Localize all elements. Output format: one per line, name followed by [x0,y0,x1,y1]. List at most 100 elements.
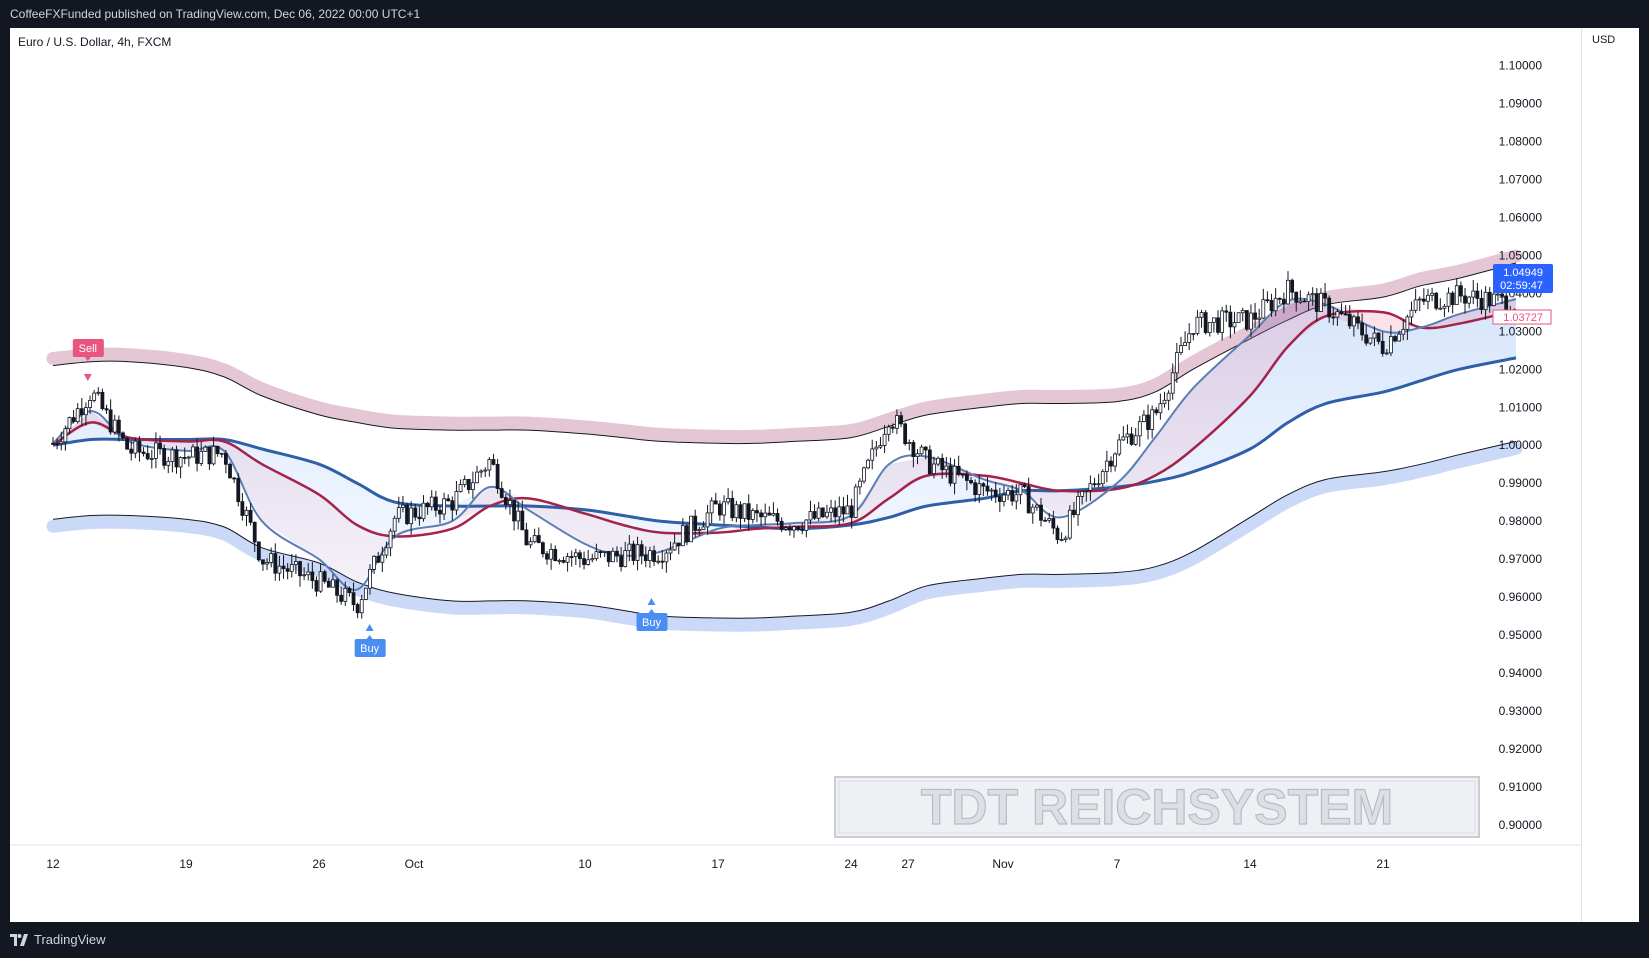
candle-body [281,565,286,570]
candle [137,436,142,462]
candle [1500,292,1504,305]
candle [67,416,72,435]
candle-body [1030,506,1035,514]
candle [1018,484,1023,505]
sell-label-box [72,339,104,357]
price-scale[interactable]: USD [1581,28,1640,922]
candle-body [1269,300,1274,312]
candle-body [1187,333,1192,343]
candle-body [154,442,158,459]
tradingview-logo[interactable]: TradingView [10,932,106,947]
candle-body [129,448,134,454]
candle [586,549,591,566]
candle-body [1459,285,1463,297]
candle [606,550,611,567]
candle-body [837,506,842,518]
candle [520,500,525,531]
candle [1125,424,1130,444]
candle [569,550,574,567]
candle [1240,307,1245,322]
chart-panel[interactable]: Sell Buy Buy TDT REICHSYSTEM 12 19 26 Oct 10 17… [10,28,1639,922]
candle-body [392,517,397,532]
candle [466,478,471,494]
candle [1434,291,1439,311]
candle-body [923,446,928,451]
candle-body [479,470,484,473]
candle [1442,303,1447,317]
candle-body [1343,313,1348,316]
candle [804,519,809,538]
candle [1220,306,1225,341]
candle [1380,331,1385,357]
candle [553,545,558,562]
candle-body [1179,345,1183,353]
candle-body [783,527,788,530]
candle [326,577,331,588]
candle-body [248,509,253,523]
candle [886,424,891,442]
candle [1265,291,1270,303]
candle [1236,312,1241,324]
candle [549,543,554,570]
candle [1207,321,1212,337]
candle-body [853,486,858,518]
candle [680,518,685,547]
candle [1331,306,1336,326]
candle-body [771,513,776,516]
candle-body [1039,504,1043,521]
candle [829,499,833,523]
candle-body [561,560,566,563]
candle [977,474,982,503]
candle-body [606,550,611,563]
candle [639,540,644,565]
candle-body [376,555,381,563]
candle [870,439,875,470]
candle-body [1034,504,1039,508]
candle [314,576,319,597]
candle [1249,304,1253,338]
candle-body [1512,309,1517,314]
candle [487,457,492,477]
candle [1310,287,1315,306]
candle [121,431,125,441]
candle-body [767,512,772,516]
candle-body [1236,312,1241,324]
candle [557,558,562,565]
candle-body [421,502,426,520]
candle [561,556,566,564]
candle-body [67,417,72,430]
candle-body [763,512,768,518]
candle [878,437,883,449]
candle [516,501,521,530]
candle-body [1335,311,1340,318]
buy-label: Buy [360,643,379,655]
price-chart[interactable]: Sell Buy Buy TDT REICHSYSTEM 12 19 26 Oct 10 17… [10,28,1639,922]
time-tick-label: 17 [711,857,725,871]
candle [903,422,908,446]
candle-body [1409,309,1414,318]
candle-body [907,442,912,445]
candle-body [1063,537,1068,540]
candle-body [829,507,833,513]
candle-body [125,437,129,450]
candle [1158,393,1163,420]
candle-body [693,515,698,531]
candle-body [215,445,220,455]
candle-body [1133,435,1138,445]
symbol-info[interactable]: Euro / U.S. Dollar, 4h, FXCM [18,35,172,49]
candle [269,547,274,568]
candle-body [429,496,434,508]
candle-body [1096,483,1101,486]
candle [734,500,739,523]
candle-body [339,594,344,602]
candle [862,466,866,484]
candle [845,494,850,515]
candle [343,581,348,606]
candle [503,494,508,510]
candle-body [993,489,998,498]
candle-body [540,542,545,555]
candle-body [1010,490,1015,502]
candle-body [1072,509,1076,516]
candle [726,488,731,505]
candle [491,453,496,466]
